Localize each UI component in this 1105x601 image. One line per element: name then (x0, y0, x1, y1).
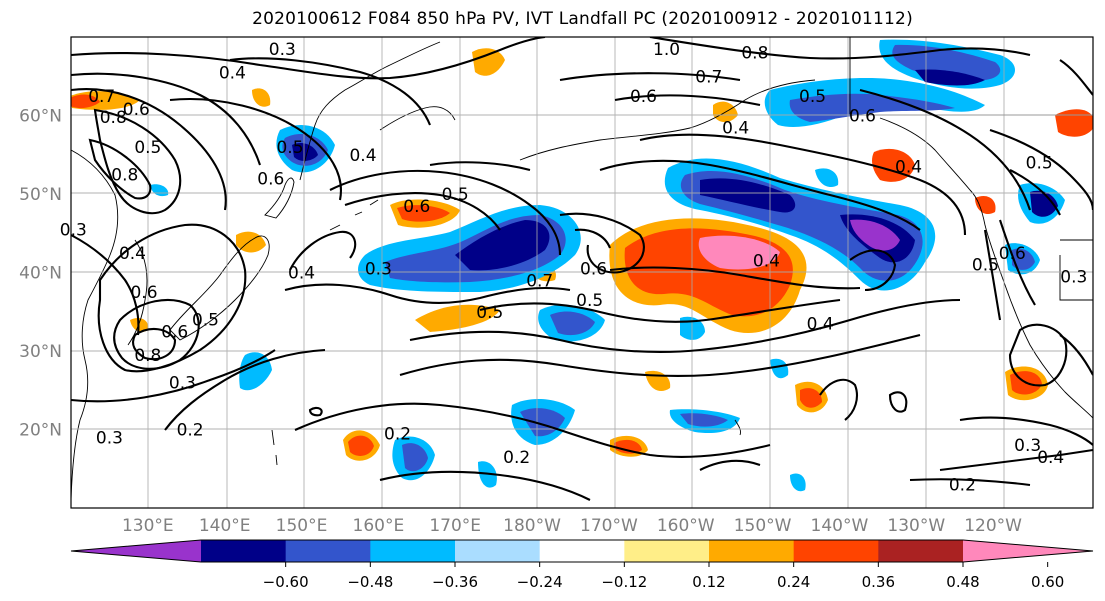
colorbar-swatch (201, 540, 287, 562)
colorbar-swatch (878, 540, 964, 562)
colorbar (70, 539, 1094, 563)
positive-anomaly-regions (71, 48, 1093, 461)
map-title: 2020100612 F084 850 hPa PV, IVT Landfall… (252, 9, 913, 29)
contour-label: 0.3 (169, 373, 196, 393)
contour-label: 0.5 (1026, 154, 1053, 174)
colorbar-tick-label: 0.12 (692, 573, 725, 591)
pv-contours (71, 37, 1093, 501)
contour-labels: 0.30.40.70.60.80.50.80.5 0.40.60.50.60.30… (60, 40, 1088, 496)
contour-label: 0.4 (895, 158, 922, 178)
colorbar-swatch (455, 540, 541, 562)
lon-tick-label: 140°E (199, 516, 251, 536)
contour-label: 0.5 (442, 185, 469, 205)
contour-label: 0.4 (119, 244, 146, 264)
contour-label: 0.4 (288, 264, 315, 284)
contour-label: 0.4 (349, 146, 376, 166)
contour-label: 0.5 (476, 303, 503, 323)
lon-tick-label: 130°W (887, 516, 945, 536)
contour-label: 0.4 (722, 118, 749, 138)
colorbar-tick-label: 0.24 (777, 573, 810, 591)
lon-tick-label: 150°E (276, 516, 328, 536)
contour-label: 0.6 (580, 260, 607, 280)
latitude-labels: 60°N 50°N 40°N 30°N 20°N (19, 107, 62, 441)
colorbar-tick-label: 0.48 (946, 573, 979, 591)
contour-label: 0.3 (365, 260, 392, 280)
lat-tick-label: 50°N (19, 185, 62, 205)
contour-label: 0.3 (96, 428, 123, 448)
contour-label: 0.6 (630, 87, 657, 107)
contour-label: 0.7 (695, 67, 722, 87)
lon-tick-label: 170°E (429, 516, 481, 536)
lon-tick-label: 160°E (353, 516, 405, 536)
lat-tick-label: 60°N (19, 107, 62, 127)
colorbar-tick-label: −0.24 (517, 573, 563, 591)
colorbar-tick-label: 0.36 (862, 573, 895, 591)
colorbar-swatch (539, 540, 625, 562)
colorbar-tick-label: 0.60 (1031, 573, 1064, 591)
colorbar-tick-label: −0.36 (432, 573, 478, 591)
contour-label: 0.5 (576, 291, 603, 311)
colorbar-tick-label: −0.48 (347, 573, 393, 591)
contour-label: 0.5 (276, 138, 303, 158)
colorbar-swatch (624, 540, 710, 562)
contour-label: 0.7 (526, 271, 553, 291)
contour-label: 0.6 (130, 283, 157, 303)
colorbar-swatch (370, 540, 456, 562)
contour-label: 0.6 (999, 244, 1026, 264)
contour-label: 0.4 (753, 252, 780, 272)
colorbar-outline (70, 539, 1094, 563)
colorbar-swatch (285, 540, 371, 562)
contour-label: 0.8 (111, 165, 138, 185)
colorbar-extend-low (71, 540, 201, 562)
lon-tick-label: 140°W (811, 516, 869, 536)
contour-label: 0.5 (799, 87, 826, 107)
contour-label: 0.5 (972, 256, 999, 276)
pv-anomaly-shading (71, 39, 1093, 492)
lon-tick-label: 180°W (503, 516, 561, 536)
contour-label: 0.5 (134, 138, 161, 158)
lon-tick-label: 160°W (657, 516, 715, 536)
contour-label: 0.8 (100, 108, 127, 128)
lat-tick-label: 40°N (19, 264, 62, 284)
colorbar-swatch (793, 540, 879, 562)
contour-label: 0.3 (269, 40, 296, 60)
contour-label: 0.2 (503, 448, 530, 468)
contour-label: 0.6 (123, 100, 150, 120)
contour-label: 0.6 (257, 169, 284, 189)
lon-tick-label: 150°W (734, 516, 792, 536)
colorbar-extend-high (963, 540, 1093, 562)
lat-tick-label: 30°N (19, 342, 62, 362)
map-frame (70, 36, 1094, 509)
contour-label: 0.3 (1014, 436, 1041, 456)
lon-tick-label: 130°E (122, 516, 174, 536)
contour-label: 0.3 (1060, 267, 1087, 287)
contour-label: 0.4 (219, 63, 246, 83)
contour-label: 0.4 (1037, 448, 1064, 468)
contour-label: 0.6 (161, 322, 188, 342)
contour-label: 0.4 (807, 315, 834, 335)
contour-label: 0.8 (741, 44, 768, 64)
longitude-labels: 130°E 140°E 150°E 160°E 170°E 180°W 170°W 160°W… (122, 516, 1022, 536)
contour-label: 0.3 (60, 220, 87, 240)
lat-tick-label: 20°N (19, 421, 62, 441)
colorbar-tick-label: −0.60 (263, 573, 309, 591)
contour-label: 0.2 (177, 421, 204, 441)
negative-anomaly-regions (150, 39, 1065, 492)
colorbar-swatch (709, 540, 795, 562)
contour-label: 0.5 (192, 311, 219, 331)
contour-label: 0.6 (403, 197, 430, 217)
contour-label: 1.0 (653, 40, 680, 60)
coastlines (71, 37, 1093, 501)
colorbar-tick-labels: −0.60 −0.48 −0.36 −0.24 −0.12 0.12 0.24 0.36 0.4… (263, 562, 1064, 591)
colorbar-tick-label: −0.12 (601, 573, 647, 591)
contour-label: 0.7 (88, 87, 115, 107)
contour-label: 0.6 (849, 107, 876, 127)
contour-label: 0.8 (134, 346, 161, 366)
graticule (71, 37, 1093, 508)
lon-tick-label: 120°W (964, 516, 1022, 536)
contour-label: 0.2 (384, 424, 411, 444)
contour-label: 0.2 (949, 475, 976, 495)
lon-tick-label: 170°W (580, 516, 638, 536)
